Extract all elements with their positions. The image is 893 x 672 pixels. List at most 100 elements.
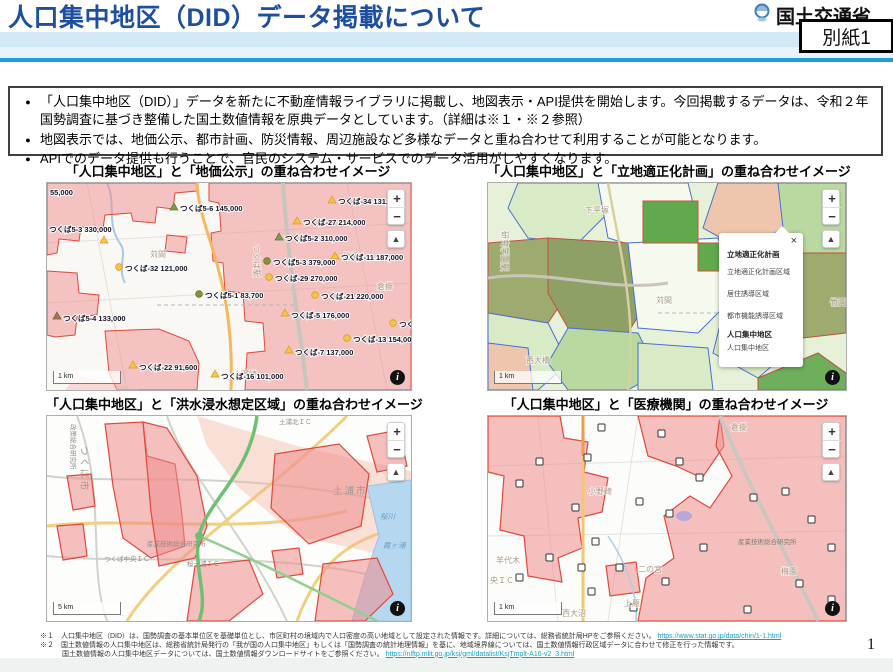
header-band	[0, 32, 893, 47]
price-point: つくば-7 137,000	[295, 347, 353, 357]
map3-place: 産業技術総合研究所	[147, 539, 206, 548]
map4-place: 上原	[624, 599, 640, 608]
compass-button[interactable]: ▲	[387, 463, 405, 481]
header-band-light	[0, 47, 893, 58]
zoom-in-button[interactable]: +	[828, 424, 836, 439]
map3-place: つくば中央ＩＣ	[104, 554, 150, 563]
caption-map3: 「人口集中地区」と「洪水浸水想定区域」の重ね合わせイメージ	[46, 397, 423, 412]
map4-place: 羊代木	[496, 555, 520, 565]
footnotes: ※１ 人口集中地区（DID）は、国勢調査の基本単位区を基礎単位とし、市区町村の境…	[40, 633, 880, 659]
price-point: つくば5-6 145,000	[180, 203, 243, 213]
info-button[interactable]: i	[825, 370, 840, 385]
scale-bar: 1 km	[53, 371, 121, 384]
map3-place: 霞ヶ浦	[383, 541, 407, 550]
attachment-tag: 別紙1	[799, 19, 893, 53]
map4-place: 央ＩＣ	[490, 575, 514, 585]
compass-button[interactable]: ▲	[387, 230, 405, 248]
map4-place: 小野崎	[588, 486, 612, 496]
bullet-text: APIでのデータ提供も行うことで、官民のシステム・サービスでのデータ活用がしやす…	[40, 151, 618, 167]
map2-place: 苅間	[656, 295, 672, 305]
close-icon[interactable]: ×	[790, 235, 797, 247]
legend-item: 立地適正化計画区域	[727, 269, 790, 276]
info-button[interactable]: i	[390, 601, 405, 616]
price-point: つくば-22 91,600	[139, 362, 197, 372]
legend-group-title: 人口集中地区	[727, 330, 772, 339]
price-point: つくば-13 154,000	[353, 334, 411, 344]
zoom-out-button[interactable]: −	[823, 440, 841, 457]
hospital-icons	[515, 423, 836, 614]
map1-place: 小野崎	[233, 369, 257, 379]
price-point: つくば-5	[399, 319, 411, 329]
map2-place: 研究学園駅	[500, 231, 510, 271]
price-point: つくば-29 270,000	[275, 273, 338, 283]
compass-button[interactable]: ▲	[822, 230, 840, 248]
map3-place: つくば市	[78, 446, 90, 492]
map2-place: 下平塚	[585, 206, 609, 215]
zoom-in-button[interactable]: +	[393, 424, 401, 439]
map3-place: 桜土浦ＩＣ	[187, 559, 220, 568]
bullet-icon: ●	[25, 154, 31, 165]
map4-place: 梅園	[781, 566, 797, 576]
legend-group-title: 立地適正化計画	[727, 250, 780, 259]
footnote-1: ※１ 人口集中地区（DID）は、国勢調査の基本単位区を基礎単位とし、市区町村の境…	[40, 633, 656, 640]
price-point: つくば5-3 330,000	[49, 224, 112, 234]
legend-item: 居住誘導区域	[727, 291, 769, 298]
scale-bar: 1 km	[494, 602, 562, 615]
price-point: つくば-16 101,000	[221, 371, 284, 381]
map-land-price[interactable]: 苅間 竹園 倉掛 小野崎 つくば駅	[46, 182, 412, 391]
zoom-in-button[interactable]: +	[393, 191, 401, 206]
map1-place: 竹園	[343, 251, 359, 261]
footnote-1-link[interactable]: https://www.stat.go.jp/data/chiri/1-1.ht…	[657, 633, 782, 640]
zoom-out-button[interactable]: −	[388, 440, 406, 457]
bullet-text: 「人口集中地区（DID）」データを新たに不動産情報ライブラリに掲載し、地図表示・…	[40, 94, 869, 128]
price-point: つくば5-3 379,000	[273, 257, 336, 267]
price-point: つくば-11 187,000	[341, 252, 403, 262]
map4-place: 産業技術総合研究所	[738, 537, 797, 546]
footnote-3-link[interactable]: https://nlftp.mlit.go.jp/ksj/gml/datalis…	[385, 650, 575, 658]
info-button[interactable]: i	[390, 370, 405, 385]
zoom-out-button[interactable]: −	[388, 207, 406, 224]
map-urban-plan[interactable]: 下平塚 研究学園駅 苅間 西大橋 竹園 × 立地適正化計画 立地適正化計画区域 …	[487, 182, 847, 391]
legend-panel: × 立地適正化計画 立地適正化計画区域 居住誘導区域 都市機能誘導区域 人口集中…	[719, 226, 803, 367]
page-number: 1	[867, 636, 875, 653]
caption-map1: 「人口集中地区」と「地価公示」の重ね合わせイメージ	[65, 164, 391, 179]
footnote-2: ※２ 国土数値情報の人口集中地区は、総務省統計局発行の「我が国の人口集中地区」も…	[40, 641, 739, 649]
legend-item: 都市機能誘導区域	[727, 313, 783, 320]
mlit-logo-icon	[752, 3, 772, 28]
map-flood[interactable]: 政策総合研究所 つくば市 土浦市 土浦北ＩＣ 桜川 霞ヶ浦 産業技術総合研究所 …	[46, 415, 412, 622]
price-point: つくば-5 176,000	[291, 310, 349, 320]
scale-bar: 5 km	[53, 602, 121, 615]
map4-place: 西大沼	[562, 608, 586, 618]
info-button[interactable]: i	[825, 601, 840, 616]
map-zoom-controls: + − ▲	[387, 189, 406, 248]
zoom-in-button[interactable]: +	[828, 191, 836, 206]
map4-place: 倉掛	[731, 422, 747, 432]
header-rule	[0, 58, 893, 62]
map3-place: 政策総合研究所	[69, 424, 78, 470]
price-point: つくば5-1 83,700	[205, 290, 263, 300]
scale-bar: 1 km	[494, 371, 562, 384]
bullet-text: 地図表示では、地価公示、都市計画、防災情報、周辺施設など多様なデータと重ね合わせ…	[40, 131, 767, 147]
legend-item: 人口集中地区	[727, 345, 769, 352]
compass-button[interactable]: ▲	[822, 463, 840, 481]
bullet-item: ● APIでのデータ提供も行うことで、官民のシステム・サービスでのデータ活用がし…	[16, 150, 873, 168]
price-point: 55,000	[50, 188, 73, 197]
price-point: つくば-32 121,000	[125, 263, 188, 273]
price-point: つくば5-2 310,000	[285, 233, 348, 243]
bullet-item: ● 地図表示では、地価公示、都市計画、防災情報、周辺施設など多様なデータと重ね合…	[16, 131, 873, 149]
footnote-3: 国土数値情報の人口集中地区データについては、国土数値情報ダウンロードサイトをご参…	[62, 650, 384, 658]
map2-place: 西大橋	[526, 355, 550, 365]
map-zoom-controls: + − ▲	[822, 422, 841, 481]
zoom-out-button[interactable]: −	[823, 207, 841, 224]
price-point: つくば-21 220,000	[321, 291, 384, 301]
map-zoom-controls: + − ▲	[387, 422, 406, 481]
bullet-icon: ●	[25, 134, 31, 145]
map1-place: 苅間	[150, 249, 166, 259]
price-point: つくば-34 131,000	[338, 196, 401, 206]
map-medical[interactable]: 倉掛 小野崎 産業技術総合研究所 梅園 羊代木 央ＩＣ 二の宮 上原 西大沼 +…	[487, 415, 847, 622]
page-title: 人口集中地区（DID）データ掲載について	[8, 4, 486, 32]
bullet-icon: ●	[25, 97, 31, 107]
bullet-item: ● 「人口集中地区（DID）」データを新たに不動産情報ライブラリに掲載し、地図表…	[16, 93, 873, 130]
caption-map2: 「人口集中地区」と「立地適正化計画」の重ね合わせイメージ	[487, 164, 851, 179]
